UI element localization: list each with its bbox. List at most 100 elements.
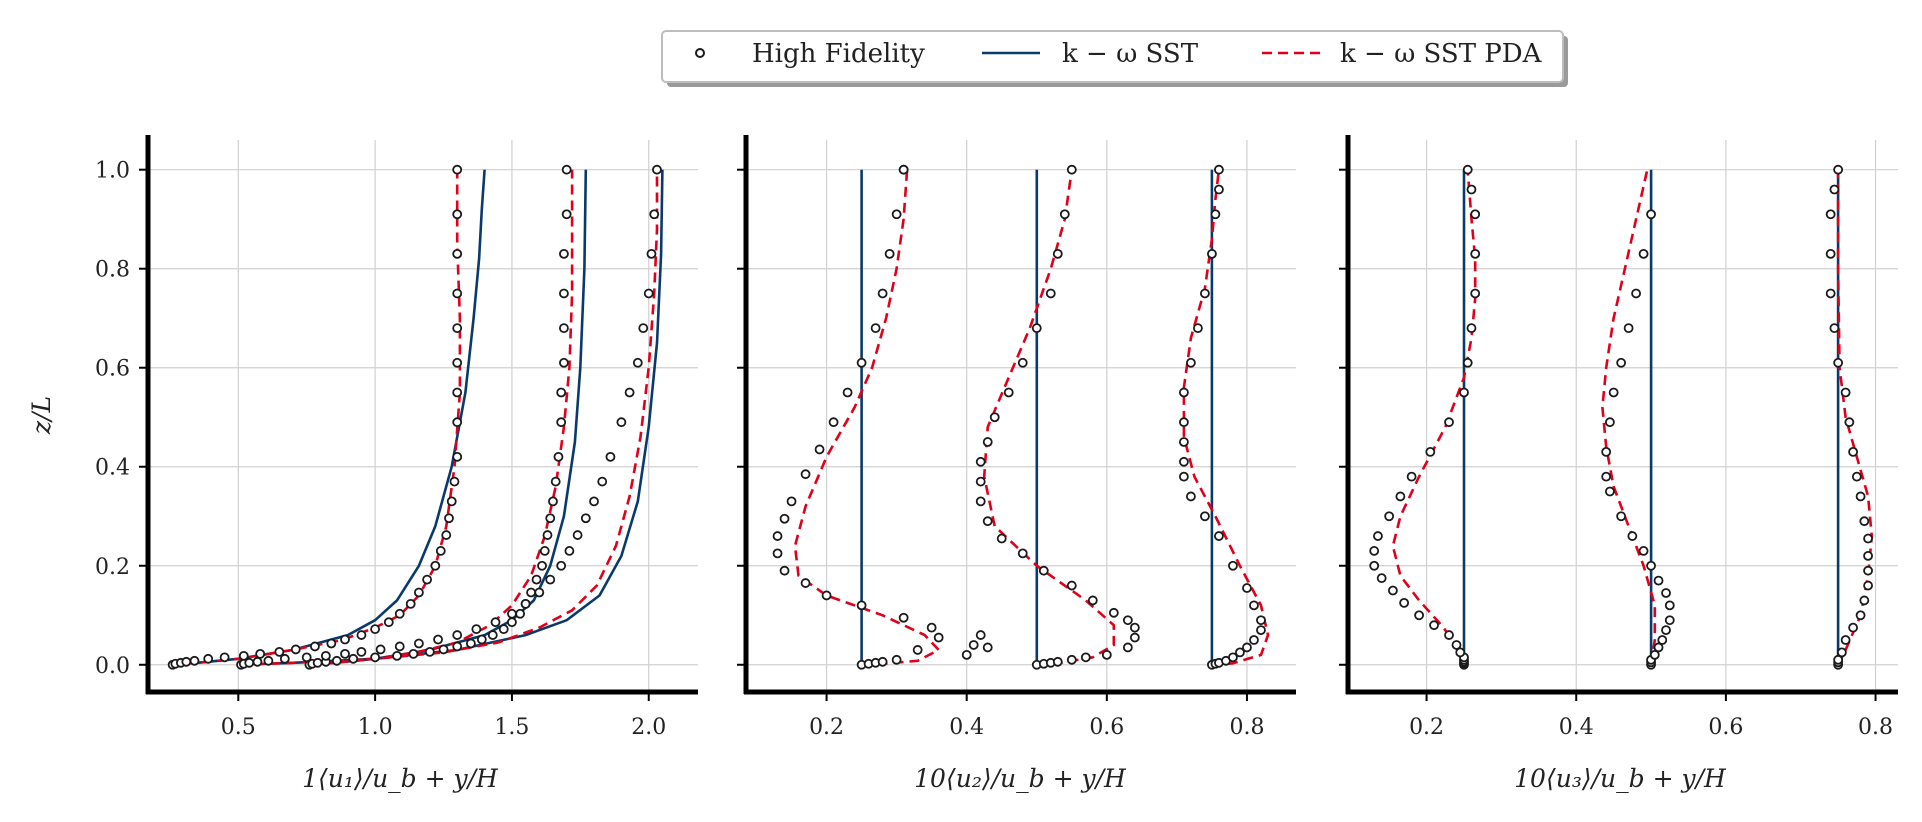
hf-point (408, 648, 419, 659)
hf-point (652, 164, 662, 175)
hf-point (1031, 323, 1042, 334)
pda-line-0 (793, 169, 940, 667)
hf-point (1601, 471, 1612, 482)
hf-point (1242, 642, 1252, 653)
hf-point (828, 417, 839, 428)
y-tick-label: 0.8 (95, 258, 130, 283)
hf-point (542, 530, 553, 540)
hf-point (1369, 546, 1380, 556)
hf-point (1470, 209, 1481, 220)
hf-point (982, 642, 993, 653)
hf-point (1425, 446, 1436, 457)
hf-point (1459, 387, 1469, 398)
hf-point (1228, 652, 1238, 663)
hf-point (1859, 595, 1870, 606)
hf-point (1451, 640, 1462, 650)
hf-point (559, 288, 569, 299)
hf-point (422, 574, 433, 585)
hf-point (1249, 600, 1259, 611)
hf-point (1178, 437, 1189, 447)
y-tick-label: 0.6 (95, 357, 130, 382)
hf-point (1649, 649, 1660, 660)
hf-point (1207, 248, 1217, 259)
hf-point (189, 655, 200, 666)
hf-point (1825, 248, 1836, 259)
hf-point (1829, 184, 1840, 195)
panel-u1: 0.5 1.0 1.5 2.0 0.0 0.2 0.4 0.6 0.8 1.0 (95, 135, 698, 740)
hf-point (348, 653, 359, 664)
hf-point (1825, 209, 1836, 220)
hf-point (891, 654, 902, 665)
hf-point (856, 357, 867, 368)
hf-point (814, 444, 825, 455)
hf-point (975, 630, 986, 640)
hf-point (1829, 323, 1840, 334)
hf-point (487, 630, 498, 640)
x-tick-label: 0.6 (1708, 715, 1743, 740)
hf-point (219, 652, 230, 663)
hf-point (975, 496, 986, 507)
hf-point (449, 476, 460, 487)
hf-point (413, 587, 424, 598)
legend-hf-marker (695, 48, 705, 58)
hf-point (356, 646, 367, 657)
hf-point (1256, 615, 1266, 626)
hf-point (982, 516, 993, 527)
hf-point (537, 560, 547, 571)
hf-point (772, 548, 783, 559)
hf-point (1399, 597, 1410, 608)
hf-point (424, 646, 435, 657)
hf-point (1249, 635, 1259, 645)
hf-point (1833, 164, 1844, 175)
hf-point (433, 634, 443, 645)
hf-point (326, 638, 337, 649)
hf-point (989, 412, 1000, 423)
hf-point (1066, 580, 1077, 591)
hf-point (1455, 647, 1466, 658)
hf-point (394, 641, 405, 652)
hf-point (580, 513, 591, 524)
hf-point (1840, 635, 1851, 645)
hf-point (1214, 184, 1224, 195)
hf-point (452, 387, 463, 398)
hf-point (1178, 471, 1189, 482)
x-tick-label: 0.6 (1089, 715, 1124, 740)
hf-point (1623, 323, 1634, 334)
hf-point (452, 357, 463, 368)
hf-point (564, 546, 575, 556)
hf-point (898, 612, 909, 623)
hf-point (1210, 209, 1221, 220)
hf-point (1045, 288, 1056, 299)
hf-point (1661, 588, 1671, 598)
hf-point (912, 645, 923, 655)
hf-point (1616, 357, 1627, 368)
hf-point (476, 634, 487, 645)
hf-point (320, 650, 331, 661)
hf-point (545, 574, 556, 585)
hf-point (856, 600, 867, 611)
hf-point (490, 617, 501, 628)
y-tick-label: 0.0 (95, 654, 130, 679)
hf-point (1664, 615, 1675, 626)
x-axis-label-u1: 1⟨u₁⟩/u_b + y/H (302, 764, 499, 793)
hf-point (446, 496, 457, 507)
hf-point (1122, 642, 1133, 653)
hf-point (1863, 580, 1873, 591)
hf-point (996, 533, 1007, 544)
hf-point (1833, 654, 1844, 665)
sst-line-2 (238, 169, 664, 667)
hf-point (181, 656, 192, 667)
hf-point (290, 644, 301, 655)
panel-u2: 0.2 0.4 0.6 0.8 (737, 135, 1296, 740)
hf-point (548, 496, 558, 507)
legend: High Fidelity k − ω SST k − ω SST PDA (661, 30, 1568, 87)
hf-point (975, 476, 986, 487)
hf-point (1466, 323, 1477, 334)
hf-point (1228, 560, 1238, 571)
hf-point (1605, 417, 1615, 428)
hf-point (1129, 622, 1140, 633)
x-tick-label: 1.5 (494, 715, 529, 740)
hf-point (1836, 647, 1847, 658)
hf-point (646, 248, 657, 259)
hf-point (1470, 248, 1481, 259)
